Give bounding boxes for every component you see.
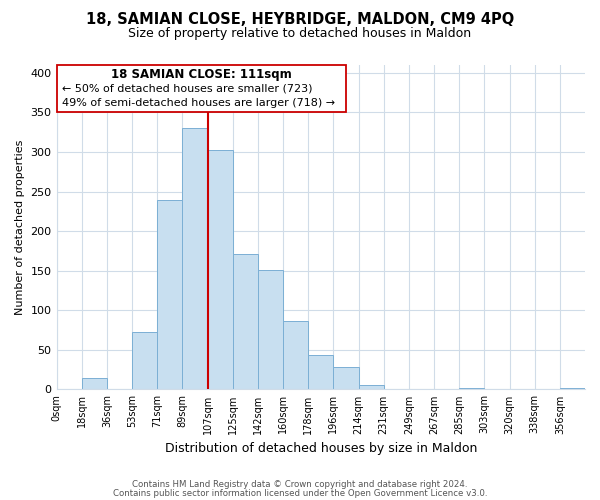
Text: Size of property relative to detached houses in Maldon: Size of property relative to detached ho… (128, 28, 472, 40)
Bar (233, 254, 258, 390)
Text: 18, SAMIAN CLOSE, HEYBRIDGE, MALDON, CM9 4PQ: 18, SAMIAN CLOSE, HEYBRIDGE, MALDON, CM9… (86, 12, 514, 28)
Bar (359, 384, 383, 390)
Bar (258, 270, 283, 390)
Y-axis label: Number of detached properties: Number of detached properties (15, 140, 25, 315)
Bar (334, 368, 359, 390)
Bar (132, 332, 157, 390)
X-axis label: Distribution of detached houses by size in Maldon: Distribution of detached houses by size … (164, 442, 477, 455)
Bar (459, 388, 484, 390)
Bar (208, 150, 233, 390)
Bar (182, 128, 208, 390)
Text: Contains public sector information licensed under the Open Government Licence v3: Contains public sector information licen… (113, 488, 487, 498)
Bar (157, 200, 182, 390)
Bar (82, 378, 107, 390)
Bar (560, 388, 585, 390)
Text: 18 SAMIAN CLOSE: 111sqm: 18 SAMIAN CLOSE: 111sqm (111, 68, 292, 81)
Text: 49% of semi-detached houses are larger (718) →: 49% of semi-detached houses are larger (… (62, 98, 335, 108)
Bar (308, 356, 334, 390)
FancyBboxPatch shape (56, 65, 346, 112)
Text: ← 50% of detached houses are smaller (723): ← 50% of detached houses are smaller (72… (62, 83, 313, 93)
Bar (283, 320, 308, 390)
Text: Contains HM Land Registry data © Crown copyright and database right 2024.: Contains HM Land Registry data © Crown c… (132, 480, 468, 489)
